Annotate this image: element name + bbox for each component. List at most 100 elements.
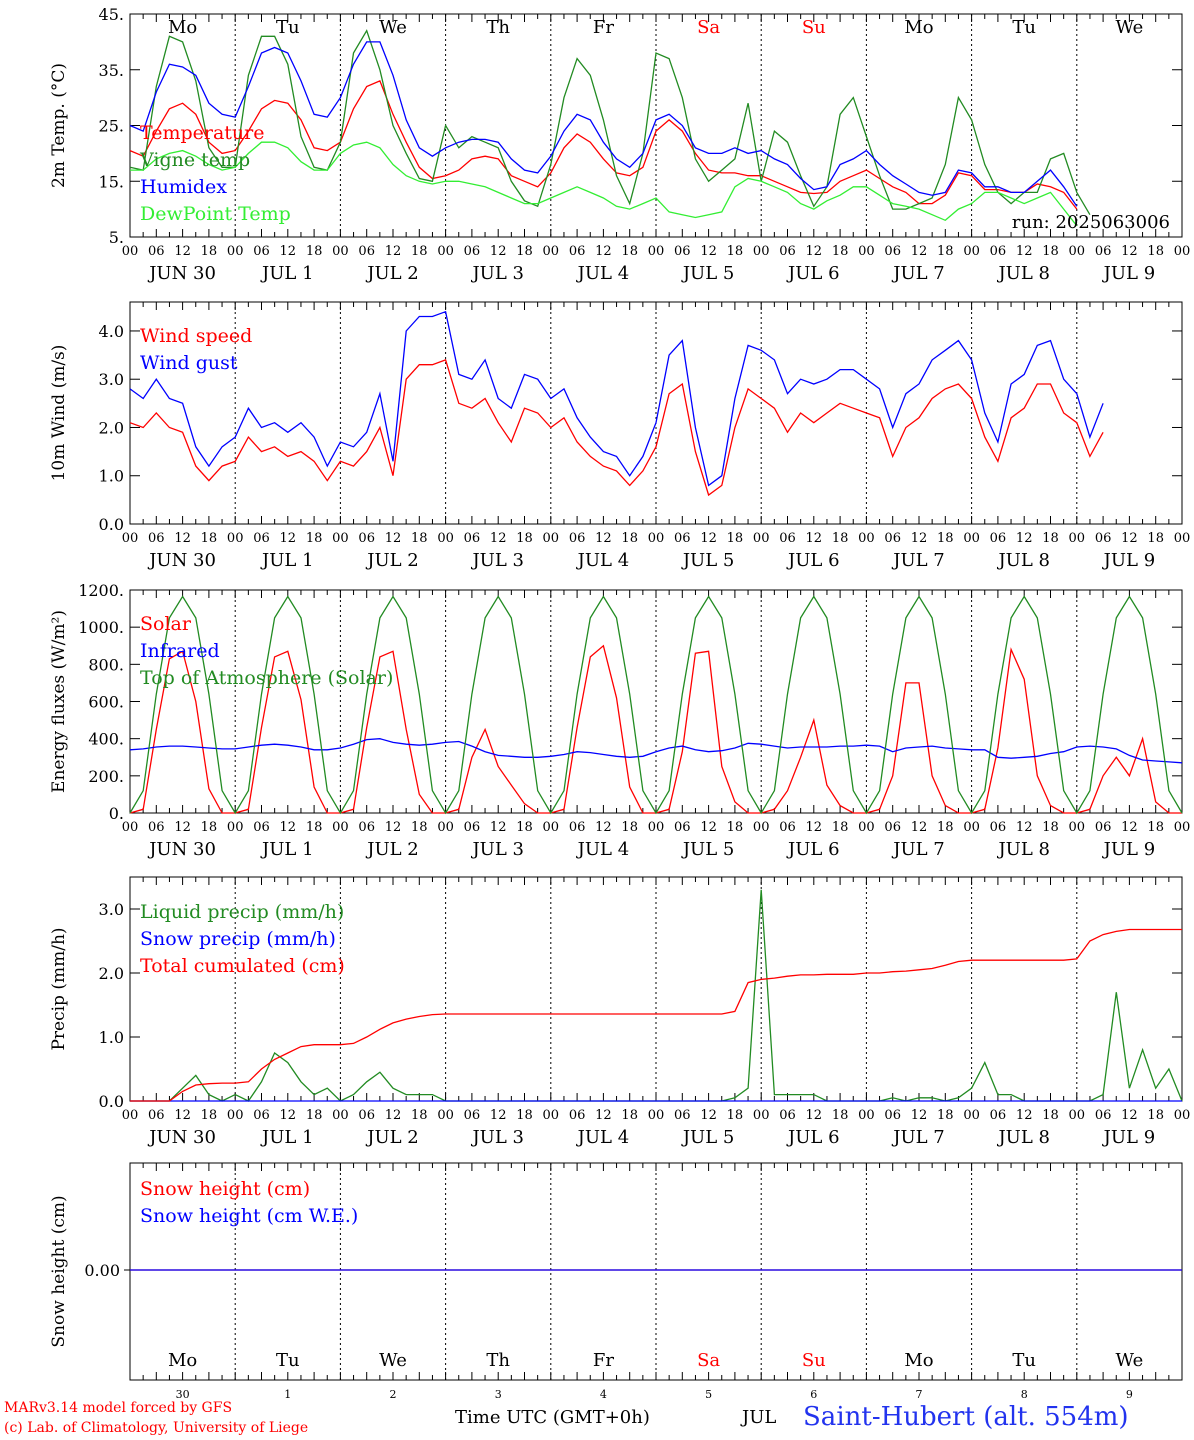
hour-label: 12 <box>490 244 507 259</box>
hour-label: 12 <box>1121 1108 1138 1123</box>
hour-label: 00 <box>963 531 980 546</box>
hour-label: 18 <box>832 531 849 546</box>
hour-label: 18 <box>306 244 323 259</box>
day-name: Th <box>486 17 510 38</box>
hour-label: 12 <box>806 820 823 835</box>
hour-label: 00 <box>227 1108 244 1123</box>
y-tick-label: 3.0 <box>99 370 124 389</box>
hour-label: 12 <box>806 531 823 546</box>
hour-label: 00 <box>753 1108 770 1123</box>
hour-label: 06 <box>1095 531 1112 546</box>
legend-entry: Snow precip (mm/h) <box>140 928 336 950</box>
hour-label: 06 <box>1095 1108 1112 1123</box>
hour-label: 12 <box>1121 820 1138 835</box>
hour-label: 18 <box>1147 531 1164 546</box>
hour-label: 12 <box>1016 244 1033 259</box>
y-tick-label: 4.0 <box>99 322 124 341</box>
hour-label: 12 <box>490 1108 507 1123</box>
date-label: JUN 30 <box>147 839 216 860</box>
hour-label: 18 <box>937 820 954 835</box>
hour-label: 12 <box>911 531 928 546</box>
legend-entry: Snow height (cm W.E.) <box>140 1205 358 1227</box>
hour-label: 18 <box>621 820 638 835</box>
legend-entry: Humidex <box>140 176 227 198</box>
hour-label: 12 <box>595 1108 612 1123</box>
date-label: JUL 5 <box>681 1127 735 1148</box>
hour-label: 00 <box>858 531 875 546</box>
hour-label: 18 <box>832 820 849 835</box>
hour-label: 06 <box>884 820 901 835</box>
hour-label: 18 <box>1147 1108 1164 1123</box>
y-axis-label: Energy fluxes (W/m²) <box>49 610 69 793</box>
y-tick-label: 15. <box>99 172 124 191</box>
hour-label: 00 <box>753 244 770 259</box>
day-name: Tu <box>276 17 300 38</box>
hour-label: 12 <box>595 531 612 546</box>
date-label: JUL 1 <box>260 550 314 571</box>
date-label: JUL 4 <box>576 263 630 284</box>
hour-label: 12 <box>1016 1108 1033 1123</box>
y-axis-label: 10m Wind (m/s) <box>49 345 69 482</box>
hour-label: 12 <box>385 531 402 546</box>
day-name: Su <box>802 1350 826 1371</box>
hour-label: 00 <box>332 244 349 259</box>
hour-label: 18 <box>411 1108 428 1123</box>
hour-label: 06 <box>253 531 270 546</box>
hour-label: 18 <box>201 820 218 835</box>
hour-label: 18 <box>516 244 533 259</box>
hour-label: 12 <box>911 1108 928 1123</box>
y-tick-label: 2.0 <box>99 418 124 437</box>
day-name: We <box>379 1350 407 1371</box>
legend-entry: Wind gust <box>140 352 238 374</box>
hour-label: 18 <box>411 820 428 835</box>
y-tick-label: 600. <box>88 693 124 712</box>
y-tick-label: 5. <box>109 228 124 247</box>
date-label: JUL 7 <box>891 263 945 284</box>
hour-label: 00 <box>753 820 770 835</box>
date-label: JUL 3 <box>470 550 524 571</box>
hour-label: 00 <box>122 244 139 259</box>
hour-label: 00 <box>543 244 560 259</box>
day-name: We <box>379 17 407 38</box>
date-label: JUL 6 <box>786 839 840 860</box>
hour-label: 18 <box>937 531 954 546</box>
hour-label: 00 <box>437 244 454 259</box>
hour-label: 18 <box>727 820 744 835</box>
day-name: We <box>1116 1350 1144 1371</box>
hour-label: 18 <box>937 244 954 259</box>
hour-label: 00 <box>332 820 349 835</box>
model-credit-line: MARv3.14 model forced by GFS <box>4 1400 233 1416</box>
hour-label: 00 <box>122 531 139 546</box>
hour-label: 00 <box>648 244 665 259</box>
date-label: JUL 8 <box>996 263 1050 284</box>
day-name: Mo <box>168 17 197 38</box>
hour-label: 18 <box>937 1108 954 1123</box>
hour-label: 06 <box>779 820 796 835</box>
hour-label: 18 <box>1042 1108 1059 1123</box>
hour-label: 18 <box>1147 244 1164 259</box>
date-label: JUN 30 <box>147 263 216 284</box>
date-label: JUL 7 <box>891 550 945 571</box>
hour-label: 18 <box>411 244 428 259</box>
panel-4 <box>129 876 1183 1102</box>
hour-label: 18 <box>1042 531 1059 546</box>
day-name: Tu <box>276 1350 300 1371</box>
series-line-total-cumulated-cm- <box>130 928 1182 1102</box>
hour-label: 06 <box>253 820 270 835</box>
hour-label: 00 <box>1069 1108 1086 1123</box>
hour-label: 06 <box>884 1108 901 1123</box>
hour-label: 18 <box>306 1108 323 1123</box>
hour-label: 06 <box>569 820 586 835</box>
hour-label: 06 <box>884 531 901 546</box>
hour-label: 12 <box>490 820 507 835</box>
hour-label: 00 <box>858 1108 875 1123</box>
hour-label: 06 <box>358 531 375 546</box>
hour-label: 12 <box>700 820 717 835</box>
day-number: 5 <box>705 1388 712 1401</box>
y-axis-label: Snow height (cm) <box>49 1195 69 1347</box>
station-name: Saint-Hubert (alt. 554m) <box>803 1402 1129 1432</box>
date-label: JUL 7 <box>891 839 945 860</box>
hour-label: 18 <box>306 820 323 835</box>
date-label: JUL 9 <box>1102 839 1156 860</box>
day-number: 8 <box>1021 1388 1028 1401</box>
